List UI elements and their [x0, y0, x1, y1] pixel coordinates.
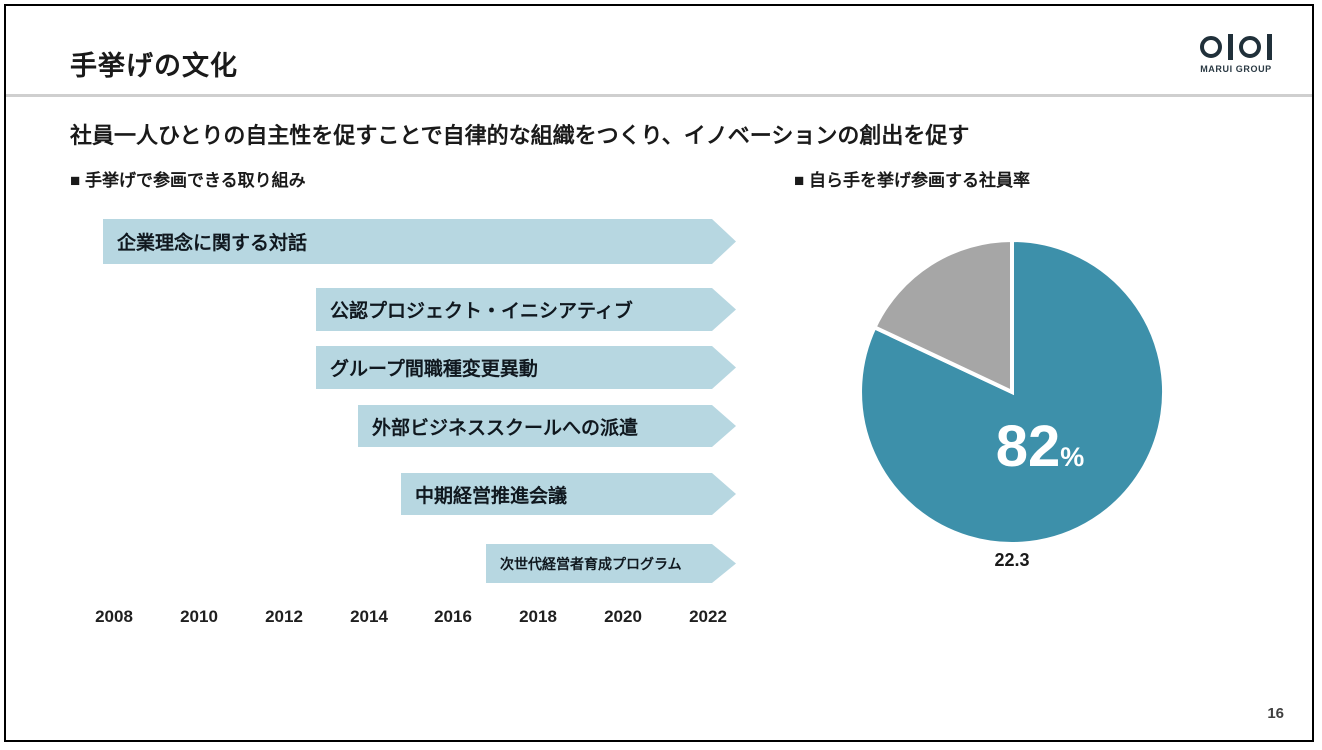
timeline-bar: 企業理念に関する対話: [103, 219, 736, 264]
page-title: 手挙げの文化: [70, 51, 238, 81]
timeline-chart: 企業理念に関する対話 公認プロジェクト・イニシアティブ グループ間職種変更異動 …: [94, 211, 754, 651]
year-axis-label: 2016: [434, 607, 472, 626]
year-axis-label: 2012: [265, 607, 303, 626]
year-axis-label: 2010: [180, 607, 218, 626]
year-axis-label: 2008: [95, 607, 133, 626]
oioi-logo-icon: [1186, 32, 1286, 62]
timeline-bar: 次世代経営者育成プログラム: [486, 544, 736, 583]
timeline-section-heading: ■ 手挙げで参画できる取り組み: [70, 171, 306, 190]
timeline-bar-label: 中期経営推進会議: [415, 485, 568, 507]
pie-value: 82: [996, 414, 1061, 479]
pie-unit: %: [1060, 442, 1084, 472]
year-axis-label: 2022: [689, 607, 727, 626]
year-axis-label: 2014: [350, 607, 388, 626]
logo-bar-icon: [1228, 34, 1233, 60]
pie-slice-other: [871, 237, 1014, 396]
pie-caption: 22.3: [994, 550, 1030, 570]
pie-chart: 82%: [852, 232, 1172, 552]
logo-circle-icon: [1200, 36, 1222, 58]
page-number: 16: [1267, 705, 1284, 722]
timeline-bar-label: グループ間職種変更異動: [330, 359, 538, 380]
timeline-bar: グループ間職種変更異動: [316, 346, 736, 389]
logo-bar-icon: [1267, 34, 1272, 60]
pie-chart-svg: 82%: [858, 237, 1166, 546]
marui-group-logo: MARUI GROUP: [1186, 32, 1286, 74]
logo-circle-icon: [1239, 36, 1261, 58]
pie-section-heading: ■ 自ら手を挙げ参画する社員率: [794, 171, 1030, 190]
timeline-bar: 外部ビジネススクールへの派遣: [358, 405, 736, 447]
logo-brand-text: MARUI GROUP: [1200, 64, 1272, 74]
timeline-bar-label: 公認プロジェクト・イニシアティブ: [330, 301, 633, 322]
slide: 手挙げの文化 MARUI GROUP 社員一人ひとりの自主性を促すことで自律的な…: [4, 4, 1314, 742]
title-divider: [6, 94, 1312, 97]
year-axis-label: 2018: [519, 607, 557, 626]
timeline-bar-label: 企業理念に関する対話: [117, 233, 308, 254]
timeline-bar: 公認プロジェクト・イニシアティブ: [316, 288, 736, 331]
pie-center-label: 82%: [996, 414, 1085, 479]
year-axis-label: 2020: [604, 607, 642, 626]
timeline-bar-label: 外部ビジネススクールへの派遣: [372, 417, 639, 439]
lead-statement: 社員一人ひとりの自主性を促すことで自律的な組織をつくり、イノベーションの創出を促…: [70, 123, 970, 148]
timeline-bar-label: 次世代経営者育成プログラム: [500, 555, 682, 572]
timeline-bar: 中期経営推進会議: [401, 473, 736, 515]
